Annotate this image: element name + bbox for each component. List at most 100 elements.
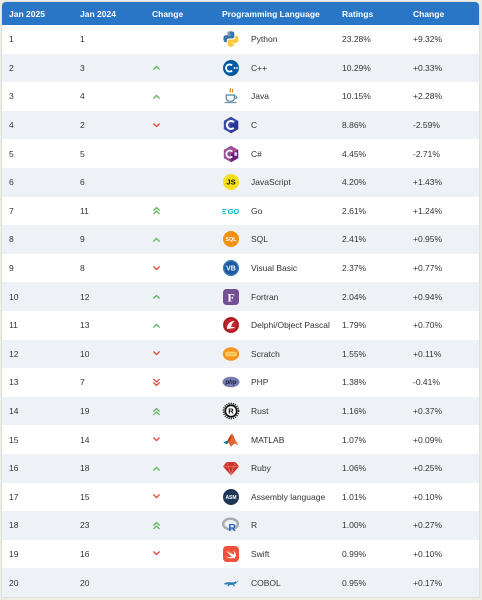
rank-jan-2024: 11 <box>80 205 89 216</box>
language-cell: C++ <box>215 59 335 77</box>
rating-change-value: +0.11% <box>413 348 442 359</box>
rating-change-value: +0.25% <box>413 463 443 474</box>
table-row: 5 5 C# 4.45% -2.71% <box>2 139 479 168</box>
rating-change-value: +0.33% <box>413 62 443 73</box>
rank-jan-2024: 13 <box>80 320 90 331</box>
language-name: Scratch <box>251 348 280 359</box>
table-row: 7 11 GO Go 2.61% +1.24% <box>2 197 479 226</box>
language-cell: GO Go <box>215 202 335 220</box>
chevron-up-icon <box>152 464 161 473</box>
table-row: 16 18 Ruby 1.06% +0.25% <box>2 453 479 483</box>
column-header-rank-2024: Jan 2024 <box>80 8 116 19</box>
rank-change-indicator <box>145 292 215 301</box>
cobol-icon <box>222 574 240 592</box>
rating-value: 0.95% <box>342 577 367 588</box>
chevron-up-icon <box>152 292 161 301</box>
rating-change-value: +0.17% <box>413 577 443 588</box>
double-chevron-down-icon <box>152 378 161 387</box>
language-name: MATLAB <box>251 434 285 445</box>
logo-lettering: SQL <box>226 237 238 243</box>
rating-value: 4.20% <box>342 177 367 188</box>
rating-change-value: +1.43% <box>413 177 443 188</box>
swift-icon <box>222 545 240 563</box>
ruby-icon <box>222 459 240 477</box>
language-cell: SQL SQL <box>215 230 335 248</box>
rank-jan-2024: 4 <box>80 91 85 102</box>
rating-change-value: +0.10% <box>413 491 443 502</box>
column-header-ratings-change: Change <box>413 8 445 19</box>
language-name: C <box>251 120 258 131</box>
table-row: 18 23 R R 1.00% +0.27% <box>2 511 479 540</box>
rating-value: 1.38% <box>342 377 367 388</box>
rank-jan-2025: 11 <box>9 320 18 331</box>
rating-change-value: +0.95% <box>413 234 443 245</box>
scratch-icon <box>222 345 240 363</box>
language-name: R <box>251 520 258 531</box>
rank-jan-2024: 15 <box>80 491 90 502</box>
rating-value: 2.41% <box>342 234 367 245</box>
assembly-icon: ASM <box>222 488 240 506</box>
rating-change-value: +0.10% <box>413 548 443 559</box>
language-name: Python <box>251 34 278 45</box>
rating-change-value: +2.28% <box>413 91 443 102</box>
rating-change-value: +9.32% <box>413 34 443 45</box>
rating-change-value: +0.37% <box>413 406 443 417</box>
language-name: Fortran <box>251 291 279 302</box>
language-cell: Swift <box>215 545 335 563</box>
rating-change-value: -2.71% <box>413 148 440 159</box>
csharp-icon <box>222 145 240 163</box>
column-header-rank-change: Change <box>152 8 184 19</box>
table-row: 11 13 Delphi/Object Pascal 1.79% +0.70% <box>2 311 479 340</box>
rating-value: 2.04% <box>342 291 367 302</box>
language-cell: Ruby <box>215 459 335 477</box>
language-cell: JS JavaScript <box>215 173 335 191</box>
chevron-up-icon <box>152 321 161 330</box>
rank-jan-2025: 1 <box>9 34 14 45</box>
chevron-down-icon <box>152 349 161 358</box>
rank-jan-2024: 7 <box>80 377 85 388</box>
rank-jan-2025: 20 <box>9 577 19 588</box>
language-name: Java <box>251 91 269 102</box>
language-name: Rust <box>251 406 269 417</box>
logo-lettering: VB <box>226 266 236 273</box>
rank-change-indicator <box>145 521 215 530</box>
rating-value: 1.06% <box>342 463 367 474</box>
rating-value: 0.99% <box>342 548 367 559</box>
language-name: C# <box>251 148 262 159</box>
rating-change-value: +0.94% <box>413 291 443 302</box>
table-row: 8 9 SQL SQL 2.41% +0.95% <box>2 225 479 254</box>
rank-jan-2024: 20 <box>80 577 90 588</box>
cpp-icon <box>222 59 240 77</box>
table-row: 15 14 MATLAB 1.07% +0.09% <box>2 425 479 454</box>
chevron-up-icon <box>152 63 161 72</box>
chevron-up-icon <box>152 92 161 101</box>
rank-jan-2024: 16 <box>80 548 90 559</box>
delphi-icon <box>222 316 240 334</box>
language-cell: Python <box>215 30 335 48</box>
rank-jan-2025: 12 <box>9 348 19 359</box>
rank-jan-2024: 1 <box>80 34 85 45</box>
rank-jan-2025: 19 <box>9 548 19 559</box>
rating-change-value: +0.77% <box>413 263 443 274</box>
language-name: C++ <box>251 62 268 73</box>
go-icon: GO <box>222 202 240 220</box>
rank-change-indicator <box>145 264 215 273</box>
rank-change-indicator <box>145 378 215 387</box>
language-name: SQL <box>251 234 269 245</box>
double-chevron-up-icon <box>152 407 161 416</box>
rust-icon: R <box>222 402 240 420</box>
rank-jan-2025: 6 <box>9 177 14 188</box>
double-chevron-up-icon <box>152 521 161 530</box>
rank-jan-2024: 8 <box>80 263 85 274</box>
logo-lettering: ASM <box>225 495 236 501</box>
logo-lettering: JS <box>226 178 235 187</box>
language-cell: Scratch <box>215 345 335 363</box>
language-cell: php PHP <box>215 373 335 391</box>
sql-icon: SQL <box>222 230 240 248</box>
rank-jan-2024: 10 <box>80 348 90 359</box>
language-name: COBOL <box>251 577 281 588</box>
rating-value: 2.37% <box>342 263 367 274</box>
language-name: PHP <box>251 377 269 388</box>
rank-jan-2024: 18 <box>80 463 90 474</box>
